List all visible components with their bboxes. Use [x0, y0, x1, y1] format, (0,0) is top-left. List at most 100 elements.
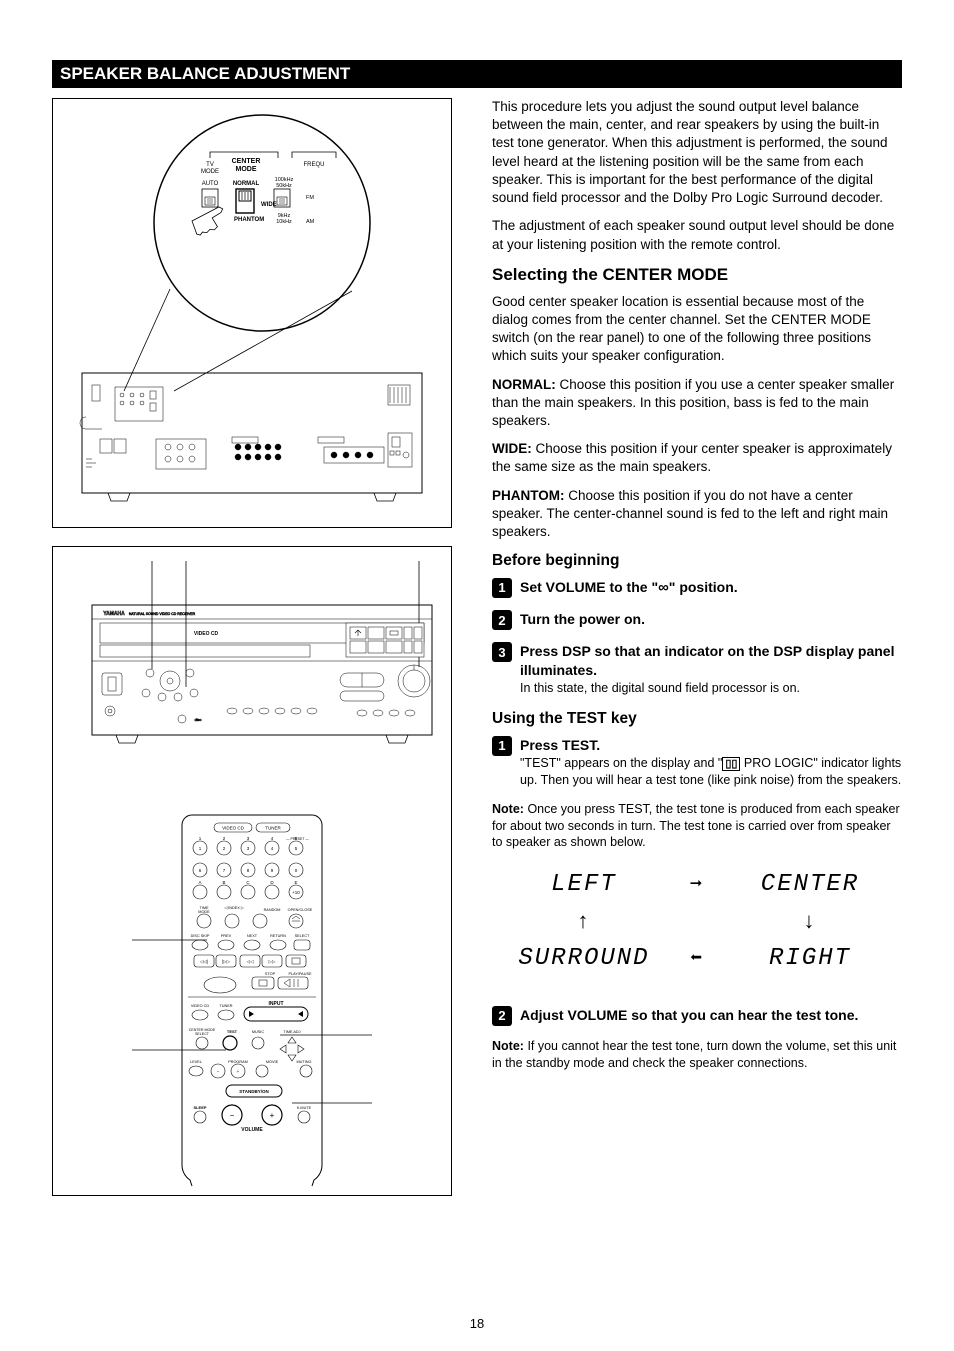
svg-text:+10: +10 [292, 890, 300, 895]
svg-text:TV: TV [206, 162, 214, 168]
intro-p2: The adjustment of each speaker sound out… [492, 217, 902, 253]
svg-text:SELECT: SELECT [295, 934, 310, 938]
before-step1-b: " position. [669, 579, 738, 595]
centermode-wide: WIDE: Choose this position if your cente… [492, 440, 902, 476]
svg-text:VIDEO CD: VIDEO CD [222, 826, 245, 831]
svg-text:◁◁|: ◁◁| [200, 959, 208, 964]
lcd-flow-diagram: LEFT ➞ CENTER ↑ ➞ ↓ SURROUND ⬅ RIGHT [492, 869, 902, 975]
phantom-label: PHANTOM: [492, 488, 565, 503]
before-step3-title: Press DSP so that an indicator on the DS… [520, 642, 902, 680]
svg-text:VIDEO CD: VIDEO CD [191, 1004, 210, 1008]
svg-text:AUTO: AUTO [202, 181, 219, 187]
arrow-right-icon: ➞ [690, 872, 704, 899]
svg-text:STOP: STOP [265, 972, 276, 976]
svg-text:2: 2 [223, 846, 226, 851]
svg-text:SELECT: SELECT [195, 1032, 210, 1036]
svg-text:7: 7 [223, 868, 226, 873]
svg-text:RANDOM: RANDOM [264, 908, 281, 912]
svg-text:MODE: MODE [198, 910, 210, 914]
svg-text:STANDBY/ON: STANDBY/ON [239, 1089, 268, 1094]
svg-text:— PRESET —: — PRESET — [286, 837, 309, 841]
testkey-heading: Using the TEST key [492, 709, 902, 730]
svg-text:TIME ADJ: TIME ADJ [283, 1030, 300, 1034]
svg-text:50kHz: 50kHz [276, 183, 292, 189]
lcd-right: RIGHT [730, 943, 890, 975]
svg-text:disc: disc [194, 717, 201, 722]
svg-text:3: 3 [247, 836, 250, 841]
note-label: Note: [492, 802, 524, 816]
page-title-bar: SPEAKER BALANCE ADJUSTMENT [52, 60, 902, 88]
svg-text:+: + [270, 1111, 275, 1120]
svg-text:PROGRAM: PROGRAM [228, 1060, 248, 1064]
centermode-phantom: PHANTOM: Choose this position if you do … [492, 487, 902, 542]
centermode-p1: Good center speaker location is essentia… [492, 293, 902, 366]
svg-text:NORMAL: NORMAL [233, 181, 260, 187]
note-text: If you cannot hear the test tone, turn d… [492, 1039, 896, 1070]
arrow-up-icon: ↑ [504, 908, 664, 938]
before-step3-text: In this state, the digital sound field p… [520, 680, 902, 697]
wide-text: Choose this position if your center spea… [492, 441, 892, 474]
testkey-step-2: 2 Adjust VOLUME so that you can hear the… [492, 1006, 902, 1026]
svg-text:MODE: MODE [236, 166, 257, 173]
svg-text:D: D [270, 880, 274, 885]
step-number-icon: 2 [492, 610, 512, 630]
svg-text:10kHz: 10kHz [276, 219, 292, 225]
intro-p1: This procedure lets you adjust the sound… [492, 98, 902, 207]
svg-text:FM: FM [306, 195, 314, 201]
svg-text:A: A [198, 880, 201, 885]
svg-text:TUNER: TUNER [219, 1004, 232, 1008]
svg-text:4: 4 [271, 836, 274, 841]
svg-text:E: E [294, 880, 297, 885]
svg-text:◁◁: ◁◁ [247, 959, 254, 964]
svg-text:VOLUME: VOLUME [241, 1127, 263, 1133]
svg-text:CENTER: CENTER [232, 158, 261, 165]
svg-text:B: B [222, 880, 225, 885]
note-label: Note: [492, 1039, 524, 1053]
svg-text:PHANTOM: PHANTOM [234, 217, 264, 223]
wide-label: WIDE: [492, 441, 532, 456]
svg-text:−: − [230, 1111, 235, 1120]
step-number-icon: 3 [492, 642, 512, 662]
svg-text:RETURN: RETURN [270, 934, 286, 938]
step-number-icon: 2 [492, 1006, 512, 1026]
note-text: Once you press TEST, the test tone is pr… [492, 802, 900, 850]
figure-centermode-switch: TV MODE CENTER MODE FREQU AUTO NORMAL [52, 98, 452, 528]
text-column: This procedure lets you adjust the sound… [492, 98, 902, 1196]
svg-text:MODE: MODE [201, 169, 219, 175]
svg-text:YAMAHA: YAMAHA [103, 611, 125, 617]
figure-front-and-remote: YAMAHA NATURAL SOUND VIDEO CD RECEIVER V… [52, 546, 452, 1196]
svg-text:▷▷: ▷▷ [269, 959, 276, 964]
svg-text:C: C [246, 880, 250, 885]
svg-text:K.MUTE: K.MUTE [297, 1106, 312, 1110]
svg-text:MUSIC: MUSIC [252, 1030, 264, 1034]
svg-text:◁ INDEX ▷: ◁ INDEX ▷ [224, 906, 245, 910]
arrow-left-icon: ⬅ [690, 946, 704, 973]
testkey-note: Note: Once you press TEST, the test tone… [492, 801, 902, 852]
testkey-step-1: 1 Press TEST. "TEST" appears on the disp… [492, 736, 902, 789]
svg-text:|▷▷: |▷▷ [222, 959, 231, 964]
lcd-surround: SURROUND [504, 943, 664, 975]
svg-text:DISC SKIP: DISC SKIP [191, 934, 210, 938]
lcd-left: LEFT [504, 869, 664, 901]
testkey-step1-title: Press TEST. [520, 736, 902, 755]
before-heading: Before beginning [492, 551, 902, 572]
svg-text:TEST: TEST [227, 1029, 238, 1034]
before-step-2: 2 Turn the power on. [492, 610, 902, 630]
svg-text:NEXT: NEXT [247, 934, 258, 938]
lcd-center: CENTER [730, 869, 890, 901]
svg-text:VIDEO CD: VIDEO CD [194, 631, 219, 637]
centermode-heading: Selecting the CENTER MODE [492, 264, 902, 287]
testkey-step2-note: Note: If you cannot hear the test tone, … [492, 1038, 902, 1072]
arrow-down-icon: ↓ [730, 908, 890, 938]
before-step-3: 3 Press DSP so that an indicator on the … [492, 642, 902, 697]
testkey-step2-title: Adjust VOLUME so that you can hear the t… [520, 1006, 902, 1025]
svg-text:3: 3 [247, 846, 250, 851]
svg-text:TUNER: TUNER [265, 826, 281, 831]
before-step1-a: Set VOLUME to the " [520, 579, 658, 595]
before-step-1: 1 Set VOLUME to the "∞" position. [492, 578, 902, 598]
svg-text:8: 8 [247, 868, 250, 873]
page-title: SPEAKER BALANCE ADJUSTMENT [60, 64, 350, 84]
svg-text:5: 5 [295, 846, 298, 851]
infinity-icon: ∞ [658, 579, 669, 596]
svg-text:6: 6 [199, 868, 202, 873]
